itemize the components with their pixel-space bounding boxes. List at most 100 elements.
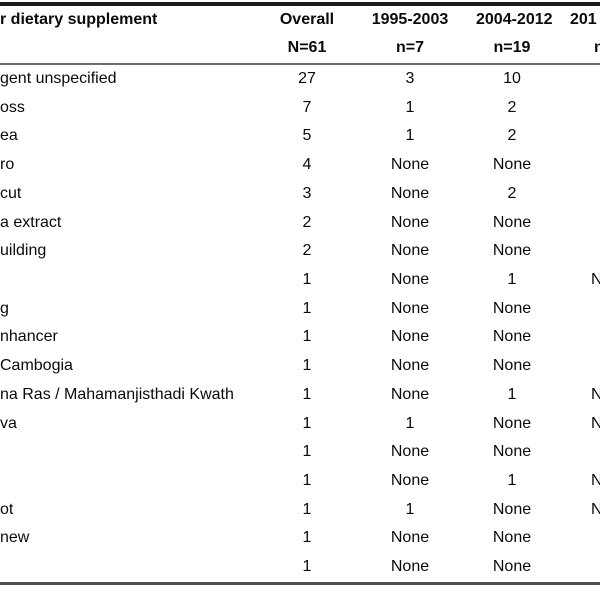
period3-count-cell-truncated: N (591, 472, 600, 489)
period2-count-cell: None (492, 357, 532, 375)
period1-count-cell: None (390, 299, 430, 317)
table-top-border (0, 2, 600, 6)
table-row: g 1 None None (0, 295, 600, 324)
table-bottom-border (0, 581, 600, 585)
period2-count-cell: 2 (507, 127, 517, 145)
table-row: gent unspecified 27 3 10 (0, 65, 600, 94)
table-row: na Ras / Mahamanjisthadi Kwath 1 None 1 … (0, 381, 600, 410)
table-row: 1 None None (0, 553, 600, 582)
overall-count-cell: 1 (302, 328, 312, 346)
period2-count-cell: 10 (503, 69, 521, 87)
header-period-truncated: 201 (570, 10, 597, 28)
period2-count-cell: 2 (507, 184, 517, 202)
header-row-1: r dietary supplement Overall 1995-2003 2… (0, 6, 600, 35)
table-row: new 1 None None (0, 524, 600, 553)
period2-count-cell: 1 (507, 472, 517, 489)
overall-count-cell: 1 (302, 414, 312, 432)
table-row: a extract 2 None None (0, 209, 600, 238)
supplement-table: r dietary supplement Overall 1995-2003 2… (0, 2, 600, 585)
overall-count-cell: 2 (302, 242, 312, 260)
supplement-name-cell: ea (0, 127, 18, 145)
supplement-name-cell: oss (0, 98, 25, 116)
supplement-name-cell: cut (0, 184, 22, 202)
header-separator-rule (0, 62, 600, 65)
table-row: 1 None 1 N (0, 467, 600, 496)
supplement-name-cell: g (0, 299, 9, 317)
header-period3-n-truncated: n (594, 39, 600, 57)
header-period1-n: n=7 (395, 39, 424, 57)
supplement-name-cell: Cambogia (0, 357, 73, 375)
period2-count-cell: None (492, 242, 532, 260)
overall-count-cell: 1 (302, 270, 312, 288)
table-row: va 1 1 None N (0, 410, 600, 439)
period3-count-cell-truncated: N (591, 385, 600, 403)
period1-count-cell: None (390, 529, 430, 547)
period1-count-cell: None (390, 357, 430, 375)
table-header: r dietary supplement Overall 1995-2003 2… (0, 6, 600, 63)
overall-count-cell: 1 (302, 558, 312, 576)
overall-count-cell: 1 (302, 529, 312, 547)
table-row: oss 7 1 2 (0, 94, 600, 123)
period2-count-cell: None (492, 443, 532, 461)
overall-count-cell: 1 (302, 357, 312, 375)
period1-count-cell: None (390, 270, 430, 288)
period2-count-cell: None (492, 299, 532, 317)
overall-count-cell: 5 (302, 127, 312, 145)
period2-count-cell: 1 (507, 385, 517, 403)
table-body: gent unspecified 27 3 10 oss 7 1 2 ea 5 … (0, 65, 600, 582)
header-period2-n: n=19 (493, 39, 531, 57)
period1-count-cell: None (390, 184, 430, 202)
header-overall: Overall (279, 10, 335, 28)
supplement-name-cell: new (0, 529, 30, 547)
period1-count-cell: None (390, 156, 430, 174)
period1-count-cell: 1 (405, 414, 415, 432)
table-row: uilding 2 None None (0, 237, 600, 266)
supplement-name-cell: uilding (0, 242, 47, 260)
supplement-name-cell: na Ras / Mahamanjisthadi Kwath (0, 385, 234, 403)
overall-count-cell: 7 (302, 98, 312, 116)
period3-count-cell-truncated: N (591, 500, 600, 518)
period2-count-cell: None (492, 500, 532, 518)
supplement-name-cell: a extract (0, 213, 62, 231)
period1-count-cell: None (390, 328, 430, 346)
period1-count-cell: 1 (405, 500, 415, 518)
supplement-name-cell: va (0, 414, 17, 432)
header-period-2004-2012: 2004-2012 (476, 10, 553, 28)
period2-count-cell: None (492, 328, 532, 346)
period1-count-cell: None (390, 213, 430, 231)
period1-count-cell: None (390, 443, 430, 461)
period3-count-cell-truncated: N (591, 270, 600, 288)
header-label-col: r dietary supplement (0, 10, 158, 28)
supplement-name-cell: ot (0, 500, 14, 518)
table-row: nhancer 1 None None (0, 323, 600, 352)
period2-count-cell: None (492, 558, 532, 576)
period1-count-cell: None (390, 558, 430, 576)
header-period-1995-2003: 1995-2003 (371, 10, 449, 28)
overall-count-cell: 1 (302, 385, 312, 403)
header-overall-n: N=61 (287, 39, 327, 57)
table-row: Cambogia 1 None None (0, 352, 600, 381)
table-row: ro 4 None None (0, 151, 600, 180)
overall-count-cell: 1 (302, 472, 312, 489)
period3-count-cell-truncated: N (591, 414, 600, 432)
overall-count-cell: 3 (302, 184, 312, 202)
overall-count-cell: 1 (302, 500, 312, 518)
period2-count-cell: None (492, 414, 532, 432)
overall-count-cell: 2 (302, 213, 312, 231)
overall-count-cell: 27 (298, 69, 316, 87)
overall-count-cell: 1 (302, 299, 312, 317)
period2-count-cell: 1 (507, 270, 517, 288)
period2-count-cell: None (492, 529, 532, 547)
supplement-name-cell: ro (0, 156, 15, 174)
period1-count-cell: None (390, 242, 430, 260)
period1-count-cell: 1 (405, 127, 415, 145)
period1-count-cell: None (390, 385, 430, 403)
period2-count-cell: None (492, 213, 532, 231)
table-row: 1 None None (0, 438, 600, 467)
header-row-2: N=61 n=7 n=19 n (0, 34, 600, 63)
period2-count-cell: None (492, 156, 532, 174)
overall-count-cell: 1 (302, 443, 312, 461)
period1-count-cell: None (390, 472, 430, 489)
period1-count-cell: 3 (405, 69, 415, 87)
